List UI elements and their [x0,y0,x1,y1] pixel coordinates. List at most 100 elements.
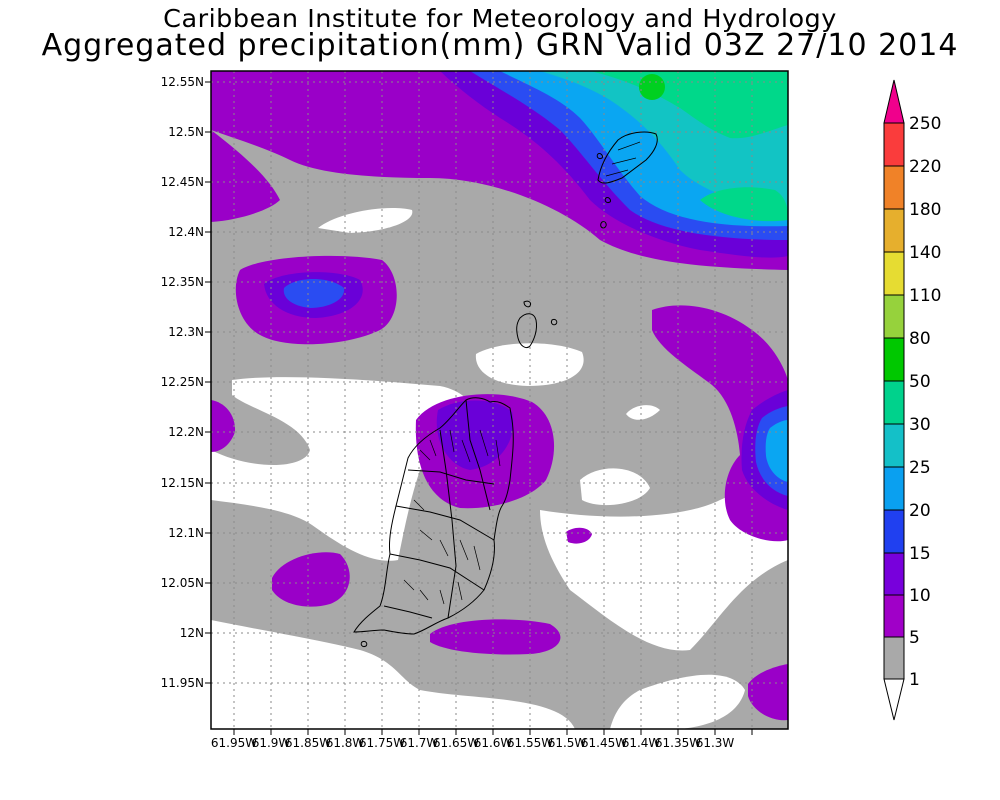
grid-lines [211,71,788,729]
islet-outline [551,319,558,326]
lat-tick-label: 12.2N [168,425,204,439]
colorbar-label: 15 [909,544,931,564]
precip-area-10mm [436,400,514,470]
no-precip-area [580,468,650,506]
precip-area-5mm [211,130,280,222]
precip-30mm-areas [590,71,788,222]
map-frame [210,70,789,730]
title-line-1: Caribbean Institute for Meteorology and … [163,4,837,33]
precip-area-5mm [211,400,236,452]
lon-tick-label: 61.65W [433,736,479,750]
precip-area-30mm [700,187,788,222]
no-precip-area [211,620,575,729]
grenadines-north-outline [597,131,658,184]
islet-outline [600,221,607,229]
lat-tick-label: 12.35N [161,275,204,289]
lat-tick-label: 12.15N [161,476,204,490]
colorbar-segment-15 [883,509,905,554]
colorbar-segment-30 [883,380,905,425]
colorbar-segment-80 [883,294,905,339]
colorbar-bottom-arrow [883,678,905,721]
lon-tick-label: 61.9W [252,736,291,750]
precip-area-30mm [590,71,788,139]
lat-tick-label: 12.3N [168,325,204,339]
islet-outline [523,300,531,308]
lat-tick-label: 12.4N [168,225,204,239]
lat-tick-label: 12.45N [161,175,204,189]
islet-outline [596,153,603,159]
grenada-parish-lines [383,399,495,619]
lon-tick-label: 61.3W [696,736,735,750]
colorbar-label: 110 [909,286,941,306]
colorbar-label: 50 [909,372,931,392]
precip-area-5mm [748,664,788,721]
map-panel [211,71,788,729]
lat-tick-label: 12.5N [168,125,204,139]
colorbar-label: 250 [909,114,941,134]
precip-area-5mm [430,619,561,655]
colorbar-segment-20 [883,466,905,511]
lon-tick-label: 61.55W [507,736,553,750]
no-precip-area [211,377,474,561]
colorbar-label: 20 [909,501,931,521]
precip-area-20mm [765,420,788,482]
lat-tick-label: 12N [180,626,204,640]
colorbar-label: 80 [909,329,931,349]
lon-tick-label: 61.35W [655,736,701,750]
colorbar-label: 180 [909,200,941,220]
precip-area-5mm [272,552,350,607]
title-line-2: Aggregated precipitation(mm) GRN Valid 0… [41,28,959,63]
colorbar-segment-5 [883,594,905,638]
lat-axis: 12.55N 12.5N 12.45N 12.4N 12.35N 12.3N 1… [161,75,211,690]
colorbar-segment-180 [883,165,905,210]
lon-tick-label: 61.6W [474,736,513,750]
colorbar: 1 5 10 15 20 25 30 50 80 110 140 180 220… [883,79,941,721]
colorbar-labels: 1 5 10 15 20 25 30 50 80 110 140 180 220… [909,114,941,690]
lon-tick-label: 61.7W [400,736,439,750]
lon-tick-label: 61.95W [211,736,257,750]
precip-area-5mm [566,527,592,544]
colorbar-label: 25 [909,458,931,478]
lat-tick-label: 12.25N [161,375,204,389]
precip-50mm-areas [639,74,665,100]
lat-tick-label: 12.05N [161,576,204,590]
lon-tick-label: 61.45W [581,736,627,750]
precip-area-50mm [639,74,665,100]
colorbar-top-arrow [883,79,905,124]
land-outlines [353,131,658,647]
lon-tick-label: 61.85W [285,736,331,750]
grenada-island-outline [353,397,514,635]
lon-tick-label: 61.4W [622,736,661,750]
colorbar-segment-10 [883,552,905,596]
colorbar-segment-220 [883,122,905,167]
precip-area-15mm [283,279,345,308]
lon-tick-label: 61.75W [359,736,405,750]
colorbar-label: 30 [909,415,931,435]
no-precip-area [475,343,584,386]
colorbar-label: 5 [909,628,920,648]
lon-tick-label: 61.5W [548,736,587,750]
colorbar-segment-1 [883,636,905,680]
islet-outline [360,641,368,647]
lon-axis: 61.95W 61.9W 61.85W 61.8W 61.75W 61.7W 6… [211,729,753,750]
lat-tick-label: 11.95N [161,676,204,690]
colorbar-segment-140 [883,208,905,253]
lat-tick-label: 12.55N [161,75,204,89]
grenada-river-lines [403,429,501,605]
lon-tick-label: 61.8W [326,736,365,750]
colorbar-segment-110 [883,251,905,296]
no-precip-area [540,470,788,651]
no-precip-area [318,208,413,233]
no-precip-area [626,405,660,420]
grenadines-north-inner [605,141,641,177]
colorbar-segment-50 [883,337,905,382]
colorbar-label: 140 [909,243,941,263]
colorbar-label: 1 [909,670,920,690]
carriacou-outline [516,313,537,349]
colorbar-segment-25 [883,423,905,468]
islet-outline [604,197,611,203]
colorbar-label: 220 [909,157,941,177]
lat-tick-label: 12.1N [168,526,204,540]
colorbar-label: 10 [909,586,931,606]
